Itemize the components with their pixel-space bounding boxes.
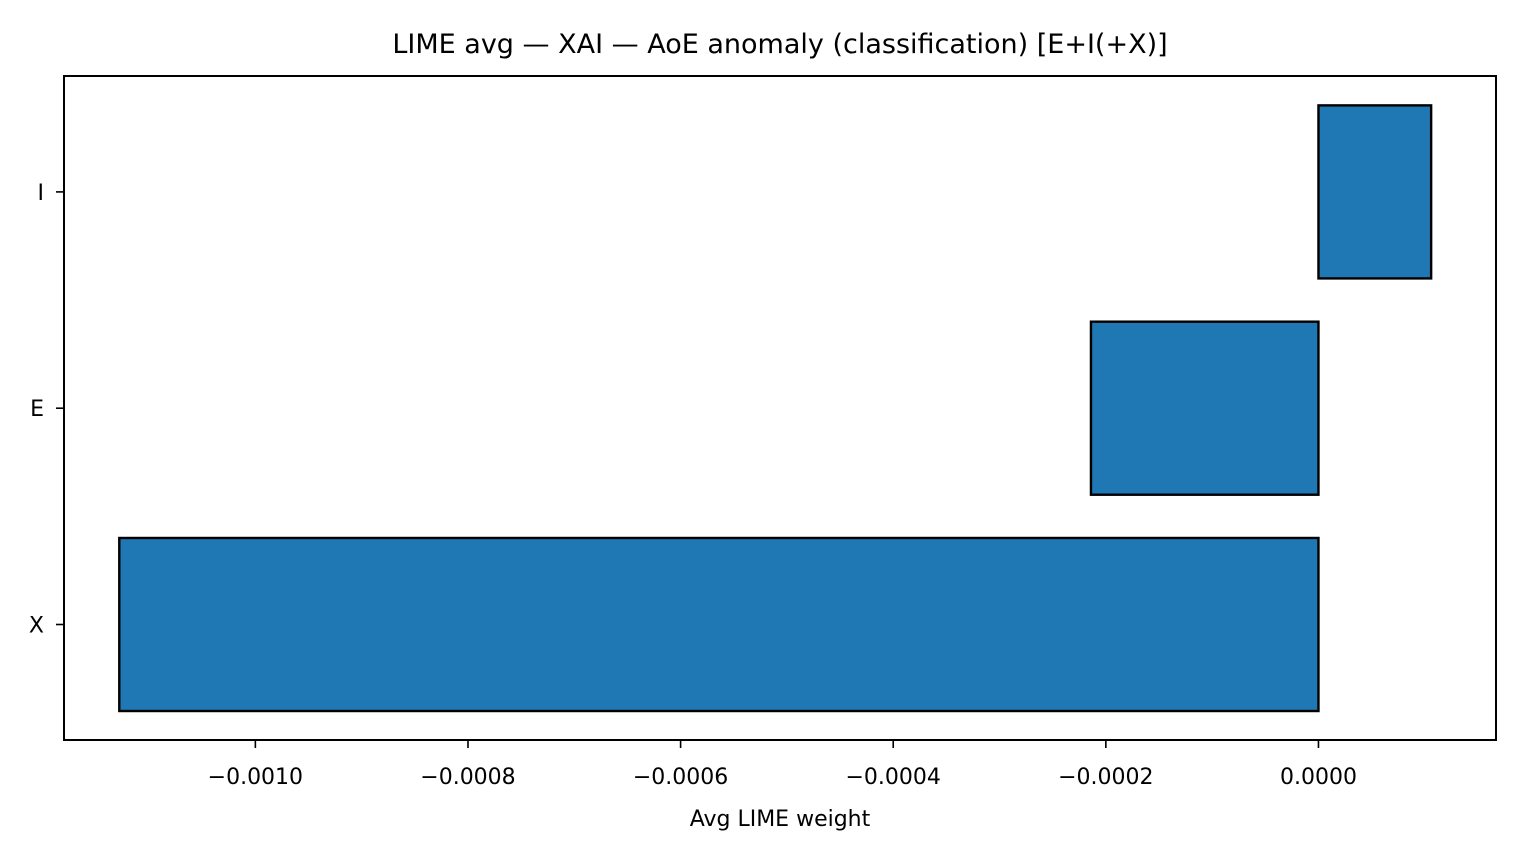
x-axis-label: Avg LIME weight (690, 807, 871, 832)
bar-x (118, 536, 1320, 713)
x-tick-label: −0.0010 (208, 765, 303, 790)
bar-i (1317, 104, 1433, 280)
y-axis: X E I (29, 181, 64, 639)
x-tick-label: −0.0006 (633, 765, 728, 790)
y-tick-label-e: E (30, 397, 44, 422)
x-tick-label: −0.0002 (1058, 765, 1153, 790)
bar-e (1089, 320, 1320, 496)
y-tick-label-i: I (38, 181, 45, 206)
x-tick-label: 0.0000 (1280, 765, 1357, 790)
x-tick-label: −0.0008 (420, 765, 515, 790)
x-axis: −0.0010 −0.0008 −0.0006 −0.0004 −0.0002 0.000… (208, 740, 1357, 790)
chart-title: LIME avg — XAI — AoE anomaly (classifica… (392, 29, 1167, 60)
bars-layer (118, 104, 1433, 713)
y-tick-label-x: X (29, 614, 44, 639)
x-tick-label: −0.0004 (846, 765, 941, 790)
